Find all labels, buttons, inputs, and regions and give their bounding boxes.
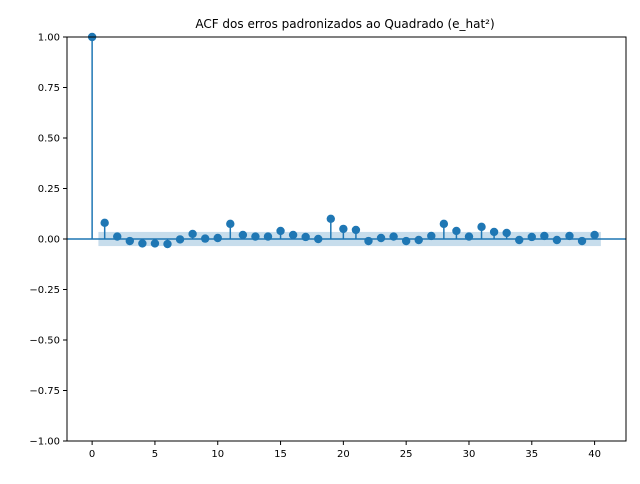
x-axis-ticks: 0 5 10 15 20 25 30 35 40 (89, 441, 601, 460)
acf-point (150, 239, 160, 248)
acf-point (301, 232, 310, 242)
acf-point (200, 234, 210, 243)
acf-point (464, 232, 474, 241)
y-tick-label: −1.00 (29, 437, 60, 448)
x-tick-label: 10 (211, 449, 224, 460)
stem-layer (91, 37, 596, 245)
y-tick-label: 0.75 (38, 83, 60, 94)
acf-point (502, 228, 511, 238)
acf-point (552, 235, 562, 245)
chart-title: ACF dos erros padronizados ao Quadrado (… (195, 17, 494, 31)
y-tick-label: −0.75 (29, 386, 60, 397)
y-tick-label: −0.25 (29, 285, 60, 296)
acf-point (477, 222, 486, 232)
y-tick-label: 1.00 (38, 33, 60, 44)
acf-point (175, 235, 185, 244)
acf-point (540, 231, 549, 241)
x-tick-label: 40 (588, 449, 601, 460)
acf-point (251, 232, 260, 241)
x-tick-label: 15 (274, 449, 287, 460)
y-tick-label: 0.25 (38, 184, 60, 195)
acf-point (339, 224, 348, 234)
acf-point (427, 231, 436, 241)
acf-point (527, 232, 536, 242)
acf-point (113, 232, 122, 241)
x-tick-label: 0 (89, 449, 95, 460)
acf-point (401, 236, 411, 246)
acf-point (590, 230, 599, 240)
x-tick-label: 35 (525, 449, 538, 460)
acf-point (125, 236, 135, 246)
acf-point (489, 227, 499, 237)
y-tick-label: 0.00 (38, 235, 60, 246)
acf-point (326, 214, 335, 223)
y-tick-label: 0.50 (38, 134, 60, 145)
acf-point (188, 229, 197, 239)
acf-point (414, 235, 423, 245)
acf-point (263, 232, 273, 241)
acf-point (288, 230, 298, 240)
acf-point (163, 239, 172, 249)
acf-point (452, 226, 461, 236)
marker-layer (87, 32, 599, 249)
x-tick-label: 25 (400, 449, 413, 460)
acf-point (389, 232, 398, 241)
acf-point (314, 234, 323, 244)
acf-point (515, 235, 524, 245)
acf-point (138, 239, 147, 248)
x-tick-label: 5 (152, 449, 158, 460)
acf-point (376, 233, 386, 243)
acf-point (226, 219, 235, 229)
acf-point (238, 230, 248, 240)
acf-point (364, 236, 373, 246)
y-axis-ticks: −1.00 −0.75 −0.50 −0.25 0.00 0.25 0.50 0.75 1.00 (29, 33, 67, 448)
acf-point (439, 219, 449, 229)
acf-point (276, 226, 285, 236)
acf-point (100, 218, 109, 228)
acf-point (565, 231, 574, 241)
acf-point (213, 233, 222, 243)
acf-point (577, 236, 587, 246)
acf-point (351, 225, 361, 235)
x-tick-label: 20 (337, 449, 350, 460)
x-tick-label: 30 (463, 449, 476, 460)
y-tick-label: −0.50 (29, 336, 60, 347)
